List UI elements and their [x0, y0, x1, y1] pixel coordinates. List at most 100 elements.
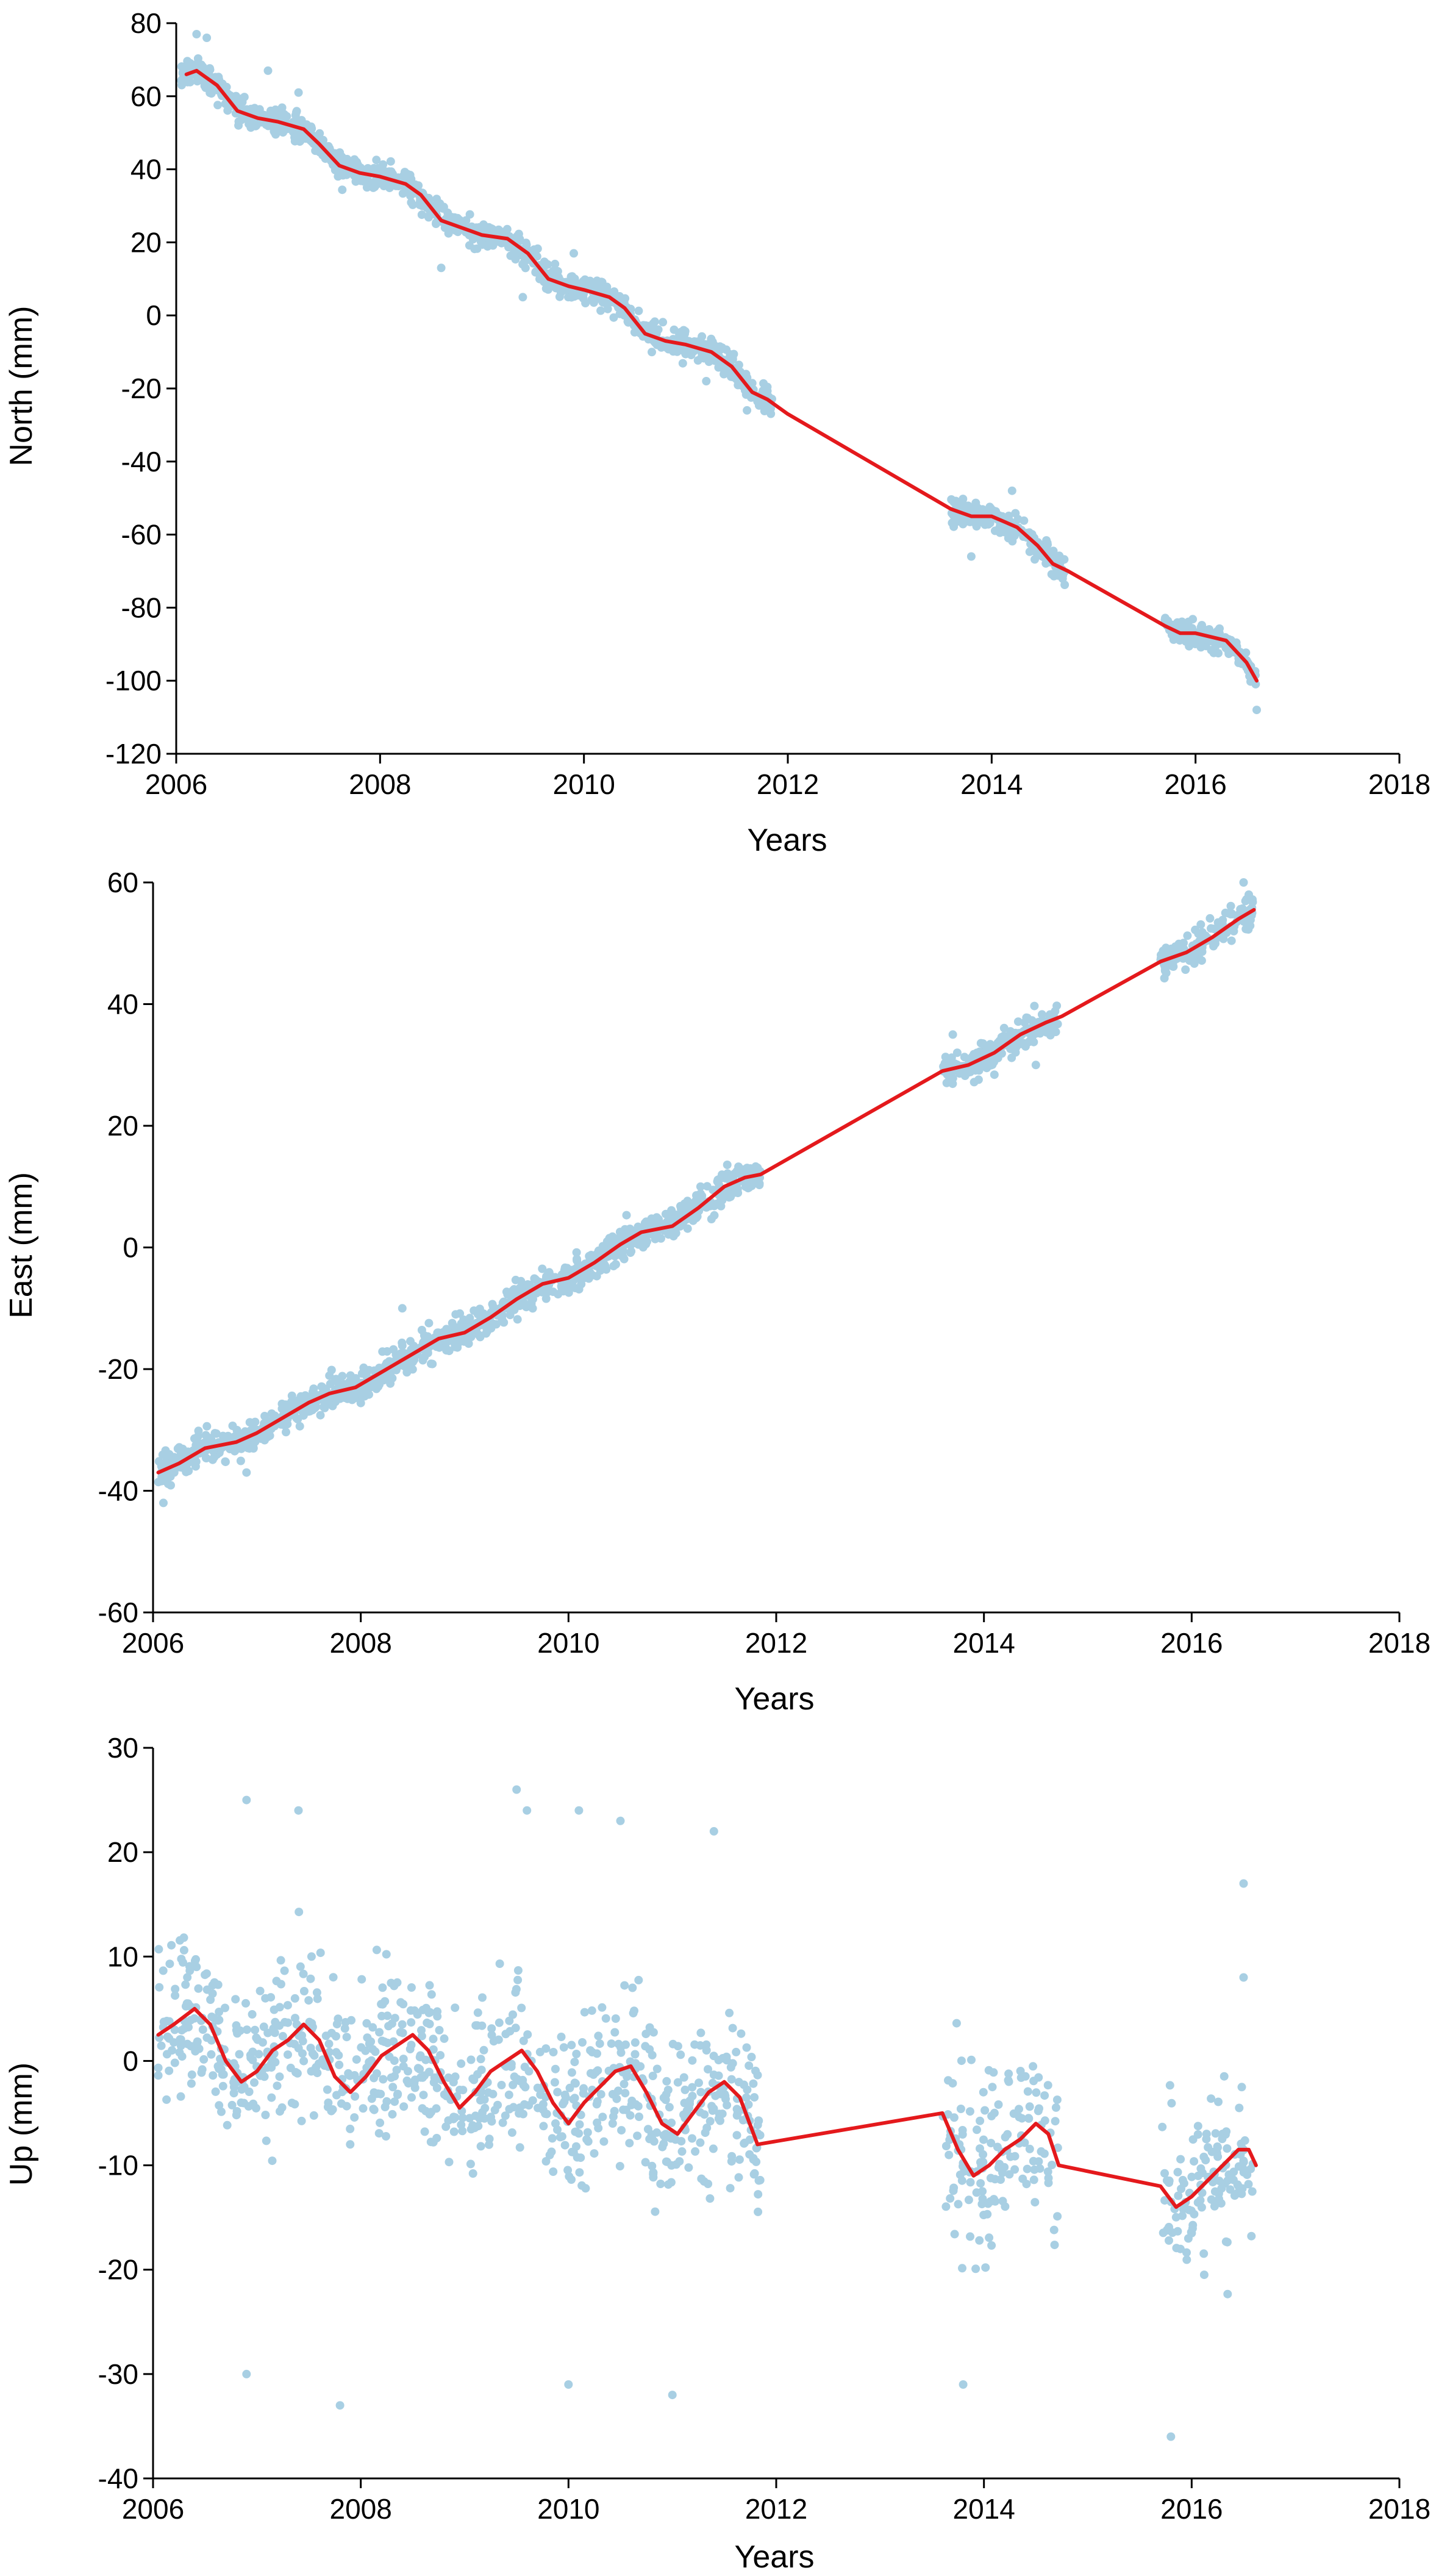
outlier-point: [1007, 486, 1016, 495]
scatter-point: [291, 2014, 299, 2023]
scatter-point: [1184, 2234, 1193, 2243]
scatter-point: [1030, 2165, 1039, 2174]
scatter-point: [329, 1973, 338, 1982]
scatter-point: [1207, 2195, 1216, 2204]
scatter-point: [516, 1276, 526, 1286]
scatter-point: [501, 2111, 510, 2120]
scatter-point: [1207, 2147, 1216, 2156]
scatter-point: [1236, 904, 1245, 914]
scatter-point: [378, 1983, 387, 1992]
scatter-point: [696, 1182, 705, 1191]
scatter-point: [388, 2109, 397, 2119]
scatter-point: [622, 2069, 631, 2078]
scatter-point: [941, 2202, 951, 2211]
scatter-point: [628, 1983, 637, 1992]
scatter-point: [541, 2044, 551, 2053]
scatter-point: [726, 1192, 735, 1201]
y-tick-label: -30: [98, 2358, 138, 2390]
scatter-point: [347, 157, 356, 166]
y-tick-label: 0: [123, 2045, 138, 2077]
east-axes: [152, 882, 1399, 1614]
scatter-point: [1044, 2174, 1053, 2183]
scatter-point: [250, 2078, 259, 2087]
scatter-point: [260, 1412, 270, 1420]
scatter-point: [377, 2011, 386, 2020]
scatter-point: [1043, 2167, 1052, 2176]
scatter-point: [513, 1315, 522, 1324]
scatter-point: [385, 2052, 394, 2061]
scatter-point: [1244, 2180, 1253, 2189]
scatter-point: [1053, 2143, 1062, 2152]
scatter-point: [350, 2113, 359, 2122]
scatter-point: [981, 2263, 990, 2272]
scatter-point: [251, 2025, 260, 2034]
outlier-point: [1239, 878, 1248, 887]
scatter-point: [679, 2073, 688, 2082]
scatter-point: [340, 170, 349, 179]
scatter-point: [622, 1211, 631, 1220]
scatter-point: [197, 2068, 206, 2077]
scatter-point: [214, 73, 223, 82]
x-tick-label: 2010: [552, 768, 615, 800]
scatter-point: [488, 224, 497, 234]
scatter-point: [1226, 2185, 1235, 2194]
y-tick-label: 20: [107, 1110, 138, 1142]
scatter-point: [162, 2017, 171, 2025]
scatter-point: [417, 210, 426, 220]
scatter-point: [478, 240, 487, 249]
scatter-point: [1190, 2157, 1199, 2166]
outlier-point: [242, 1795, 251, 1805]
scatter-point: [293, 1415, 302, 1424]
scatter-point: [390, 2014, 399, 2023]
scatter-point: [667, 1206, 676, 1215]
scatter-point: [231, 1995, 240, 2004]
y-tick-label: 40: [130, 154, 162, 185]
scatter-point: [165, 1959, 174, 1969]
scatter-point: [221, 2003, 229, 2012]
scatter-point: [380, 1997, 390, 2006]
scatter-point: [352, 173, 362, 182]
scatter-point: [696, 2138, 705, 2147]
y-tick-label: 0: [123, 1232, 138, 1264]
scatter-point: [191, 2047, 200, 2056]
scatter-point: [698, 1191, 707, 1200]
scatter-point: [610, 1250, 619, 1259]
scatter-point: [1018, 2114, 1026, 2123]
scatter-point: [750, 2093, 759, 2102]
scatter-point: [1016, 2067, 1025, 2075]
scatter-point: [587, 2006, 596, 2015]
outlier-point: [294, 1806, 303, 1815]
scatter-point: [509, 2080, 518, 2089]
scatter-point: [645, 2023, 654, 2032]
scatter-point: [382, 2097, 391, 2106]
scatter-point: [708, 2106, 717, 2115]
scatter-point: [557, 2033, 566, 2041]
scatter-point: [704, 2180, 713, 2188]
scatter-point: [399, 2055, 408, 2064]
scatter-point: [607, 2039, 616, 2048]
scatter-point: [213, 1980, 223, 1989]
scatter-point: [1030, 555, 1039, 564]
y-tick-label: -60: [98, 1597, 138, 1628]
north-scatter-points: [177, 30, 1261, 715]
scatter-point: [370, 2073, 379, 2083]
scatter-point: [956, 2105, 965, 2113]
scatter-point: [952, 1048, 962, 1057]
scatter-point: [440, 2034, 449, 2043]
scatter-point: [318, 1383, 326, 1391]
y-tick-label: -20: [98, 1353, 138, 1385]
outlier-point: [437, 263, 446, 273]
scatter-point: [227, 2100, 237, 2109]
scatter-point: [398, 2028, 407, 2038]
scatter-point: [340, 1390, 349, 1400]
scatter-point: [652, 2064, 662, 2073]
scatter-point: [342, 2102, 351, 2111]
scatter-point: [982, 1046, 991, 1055]
scatter-point: [154, 2063, 163, 2072]
scatter-point: [283, 2001, 292, 2010]
scatter-point: [242, 2025, 251, 2034]
scatter-point: [202, 1422, 212, 1431]
scatter-point: [958, 2264, 966, 2273]
scatter-point: [766, 409, 776, 418]
scatter-point: [630, 2050, 640, 2059]
